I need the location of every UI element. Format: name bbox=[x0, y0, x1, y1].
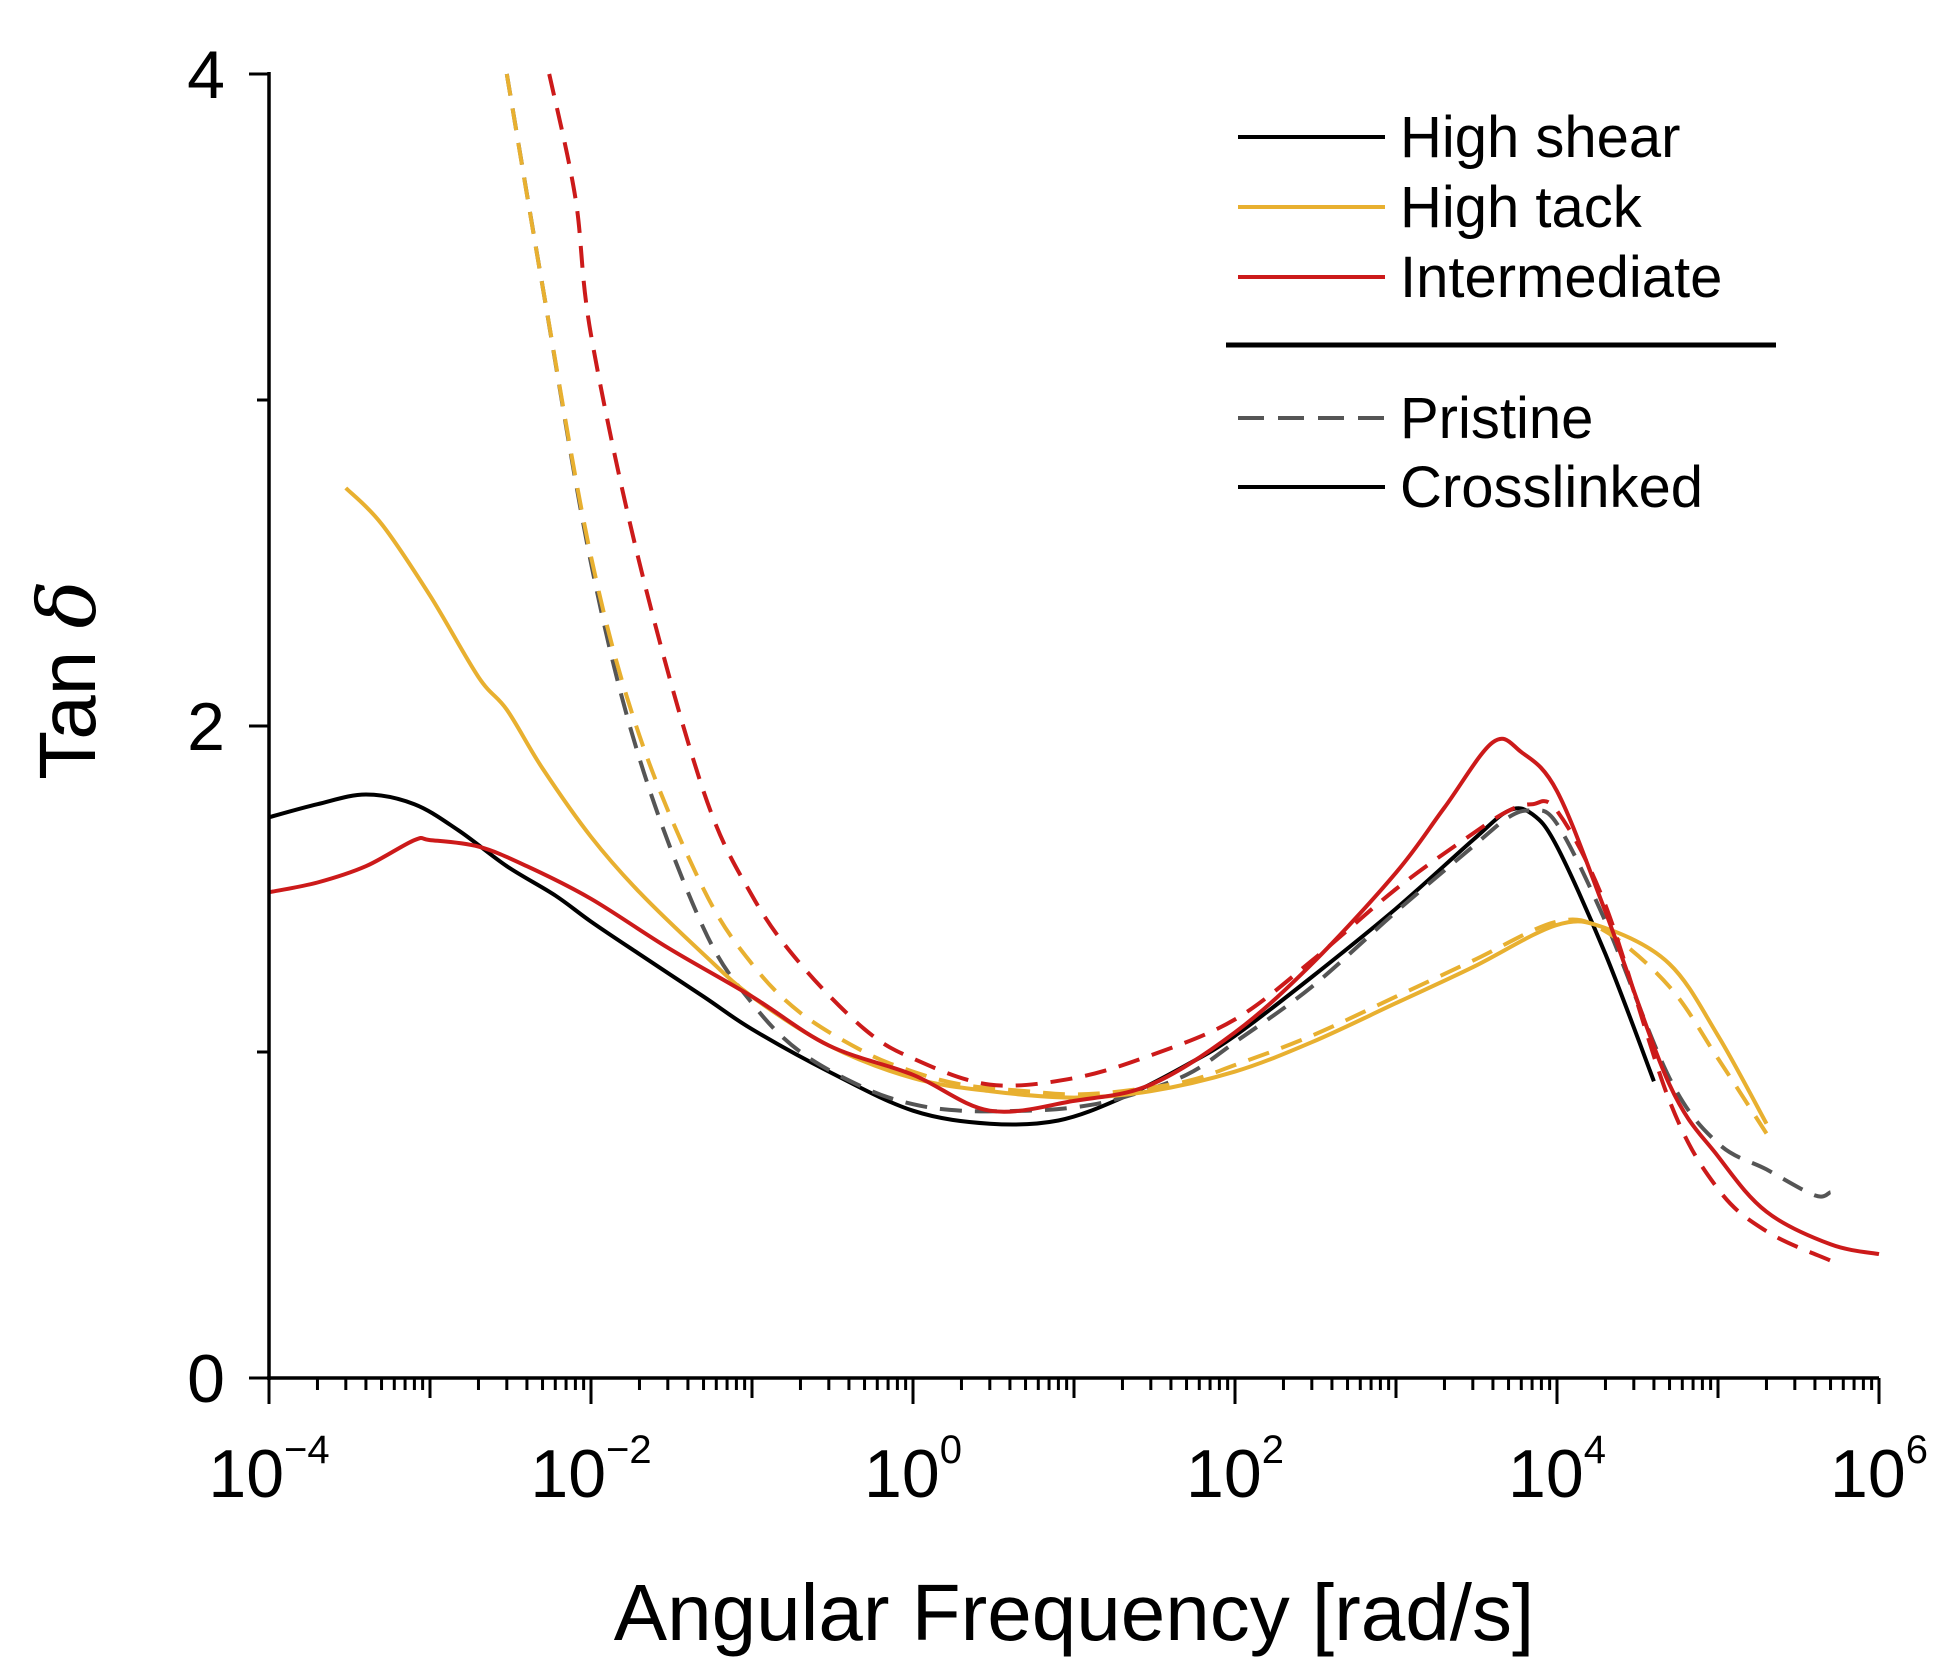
y-tick-label: 2 bbox=[187, 689, 225, 765]
y-axis-title-symbol: δ bbox=[21, 580, 114, 628]
x-tick-label: 104 bbox=[1508, 1428, 1606, 1512]
y-axis-title: Tan δ bbox=[21, 580, 114, 779]
legend-label-pristine: Pristine bbox=[1400, 386, 1593, 451]
series-line-high-tack-pristine bbox=[504, 73, 1769, 1135]
legend-label-intermediate: Intermediate bbox=[1400, 245, 1722, 310]
y-axis-title-main: Tan bbox=[23, 628, 112, 779]
x-tick-label: 10−4 bbox=[208, 1428, 329, 1512]
x-tick-label: 10−2 bbox=[530, 1428, 651, 1512]
axis-ticks bbox=[249, 72, 1881, 1404]
series-line-intermediate-crosslinked bbox=[269, 736, 1880, 1257]
legend-label-high-shear: High shear bbox=[1400, 105, 1680, 170]
legend: High shear High tack Intermediate Pristi… bbox=[1226, 105, 1776, 520]
tick-labels: 10−4 10−2 100 102 104 106 0 2 4 bbox=[187, 37, 1928, 1512]
data-series-group bbox=[269, 73, 1880, 1263]
series-line-high-tack-crosslinked bbox=[344, 486, 1769, 1125]
legend-label-high-tack: High tack bbox=[1400, 175, 1643, 240]
x-tick-label: 102 bbox=[1186, 1428, 1284, 1512]
legend-label-crosslinked: Crosslinked bbox=[1400, 455, 1703, 520]
x-tick-label: 100 bbox=[864, 1428, 962, 1512]
series-line-high-shear-crosslinked bbox=[269, 792, 1656, 1127]
series-line-high-shear-pristine bbox=[504, 73, 1832, 1199]
y-tick-label: 4 bbox=[187, 37, 225, 113]
x-axis-title: Angular Frequency [rad/s] bbox=[614, 1568, 1534, 1657]
y-tick-label: 0 bbox=[187, 1341, 225, 1417]
x-tick-label: 106 bbox=[1830, 1428, 1928, 1512]
